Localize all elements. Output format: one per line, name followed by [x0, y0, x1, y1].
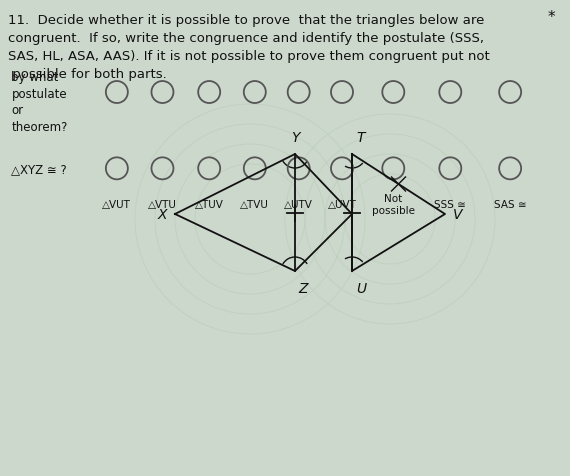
Text: △VTU: △VTU	[148, 200, 177, 209]
Text: *: *	[547, 10, 555, 25]
Text: △UTV: △UTV	[284, 200, 313, 209]
Text: T: T	[356, 131, 364, 145]
Text: △XYZ ≅ ?: △XYZ ≅ ?	[11, 162, 67, 176]
Text: Y: Y	[291, 131, 299, 145]
Text: possible for both parts.: possible for both parts.	[8, 68, 167, 81]
Text: X: X	[157, 208, 167, 221]
Text: △TUV: △TUV	[195, 200, 223, 209]
Text: △VUT: △VUT	[103, 200, 131, 209]
Text: SSS ≅: SSS ≅	[434, 200, 466, 209]
Text: U: U	[356, 281, 366, 296]
Text: Not
possible: Not possible	[372, 194, 415, 216]
Text: SAS, HL, ASA, AAS). If it is not possible to prove them congruent put not: SAS, HL, ASA, AAS). If it is not possibl…	[8, 50, 490, 63]
Text: △UVT: △UVT	[328, 200, 356, 209]
Text: 11.  Decide whether it is possible to prove  that the triangles below are: 11. Decide whether it is possible to pro…	[8, 14, 484, 27]
Text: by what
postulate
or
theorem?: by what postulate or theorem?	[11, 71, 68, 133]
Text: Z: Z	[298, 281, 307, 296]
Text: congruent.  If so, write the congruence and identify the postulate (SSS,: congruent. If so, write the congruence a…	[8, 32, 484, 45]
Text: SAS ≅: SAS ≅	[494, 200, 527, 209]
Text: △TVU: △TVU	[241, 200, 269, 209]
Text: V: V	[453, 208, 462, 221]
